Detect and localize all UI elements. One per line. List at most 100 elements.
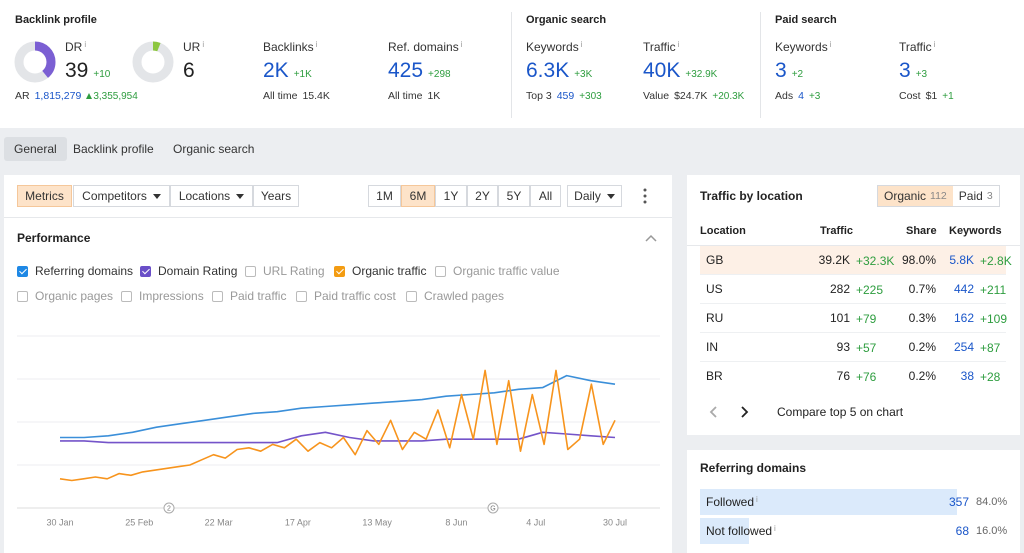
column-header: Location — [700, 225, 746, 237]
checkbox[interactable]: Crawled pages — [406, 289, 504, 303]
value: 39 — [65, 59, 89, 82]
check-icon — [142, 266, 150, 274]
label: Organic traffic value — [453, 264, 560, 278]
change: +298 — [428, 69, 451, 80]
checkbox[interactable]: Organic traffic value — [435, 264, 560, 278]
checkbox-box — [334, 265, 345, 277]
share: 0.7% — [908, 282, 936, 296]
label: Organic traffic — [352, 264, 427, 278]
checkbox[interactable]: Paid traffic — [212, 289, 286, 303]
more-icon[interactable] — [643, 188, 647, 204]
label: Keywords — [526, 40, 579, 54]
range-button[interactable]: 5Y — [498, 185, 530, 207]
divider — [4, 217, 672, 218]
range-button[interactable]: All — [530, 185, 561, 207]
label: Keywords — [775, 40, 828, 54]
checkbox[interactable]: Organic traffic — [334, 264, 426, 278]
metric-label: Keywords i — [775, 40, 831, 54]
location: RU — [706, 311, 724, 325]
x-tick-label: 13 May — [362, 517, 392, 527]
compare-link[interactable]: Compare top 5 on chart — [777, 405, 904, 419]
prev-icon[interactable] — [709, 406, 717, 418]
info-icon: i — [315, 40, 318, 49]
checkbox-box — [296, 290, 307, 302]
up-icon — [86, 93, 93, 99]
sub-label: Cost — [899, 90, 921, 102]
caret-icon — [606, 193, 615, 199]
label: Domain Rating — [158, 264, 238, 278]
label: Organic pages — [35, 289, 114, 303]
tab[interactable]: Backlink profile — [73, 142, 154, 156]
metric-value: 3 +2 — [775, 58, 803, 84]
checkbox[interactable]: Impressions — [121, 289, 204, 303]
change: +1K — [293, 69, 312, 80]
divider — [511, 12, 512, 118]
collapse-icon[interactable] — [645, 234, 657, 242]
checkbox-box — [406, 290, 417, 302]
view-button[interactable]: Competitors — [73, 185, 170, 207]
info-icon: i — [84, 40, 87, 49]
keywords: 5.8K — [949, 253, 974, 267]
label: Paid traffic cost — [314, 289, 396, 303]
metric-value: 39 +10 — [65, 58, 110, 84]
view-button[interactable]: Metrics — [17, 185, 72, 207]
sub-change: +3 — [808, 91, 821, 102]
tab[interactable]: Organic search — [173, 142, 255, 156]
next-icon[interactable] — [741, 406, 749, 418]
checkbox-box — [212, 290, 223, 302]
range-button[interactable]: 1M — [368, 185, 401, 207]
checkbox-box — [435, 265, 446, 277]
traffic: 282 — [829, 282, 850, 296]
label: All — [538, 189, 553, 203]
metric-sub: All time 1K — [388, 90, 440, 102]
label: Ref. domains — [388, 40, 459, 54]
annotation-marker — [163, 502, 175, 514]
value: 40K — [643, 59, 681, 82]
tab[interactable]: General — [4, 137, 67, 161]
checkbox[interactable]: URL Rating — [245, 264, 325, 278]
range-button[interactable]: 2Y — [467, 185, 498, 207]
gauge-arc — [14, 41, 56, 83]
metric-value: 2K +1K — [263, 58, 312, 84]
traffic: 93 — [836, 340, 850, 354]
traffic: 39.2K — [818, 253, 850, 267]
metric-label: Traffic i — [899, 40, 935, 54]
toggle-option[interactable]: Paid 3 — [953, 186, 999, 206]
section-title: Performance — [17, 231, 91, 245]
x-tick-label: 8 Jun — [445, 517, 467, 527]
label: Metrics — [25, 189, 64, 203]
toggle-option[interactable]: Organic 112 — [878, 186, 953, 206]
gauge-arc — [132, 41, 174, 83]
keywords-change: +87 — [980, 341, 1001, 355]
share-bar — [700, 489, 958, 515]
range-button[interactable]: 6M — [401, 185, 435, 207]
x-tick-label: 17 Apr — [285, 517, 311, 527]
view-button[interactable]: Locations — [170, 185, 253, 207]
info-icon: i — [933, 40, 936, 49]
divider — [700, 361, 1006, 362]
checkbox[interactable]: Domain Rating — [140, 264, 237, 278]
count: 357 — [948, 495, 969, 509]
sub-label: All time — [263, 90, 298, 102]
performance-panel — [4, 175, 672, 553]
metric-label: Ref. domains i — [388, 40, 462, 54]
change: +2 — [791, 69, 804, 80]
row-label: Not followed i — [706, 524, 776, 538]
checkbox-box — [17, 265, 28, 277]
keywords: 162 — [953, 311, 974, 325]
keywords-change: +211 — [980, 283, 1007, 297]
label: 6M — [409, 189, 427, 203]
traffic: 76 — [836, 369, 850, 383]
keywords-change: +28 — [980, 370, 1001, 384]
interval-dropdown[interactable]: Daily — [567, 185, 622, 207]
label: Traffic — [643, 40, 676, 54]
checkbox[interactable]: Paid traffic cost — [296, 289, 396, 303]
view-button[interactable]: Years — [253, 185, 299, 207]
checkbox[interactable]: Organic pages — [17, 289, 113, 303]
caret-icon — [236, 193, 245, 199]
keywords: 442 — [953, 282, 974, 296]
checkbox[interactable]: Referring domains — [17, 264, 133, 278]
range-button[interactable]: 1Y — [435, 185, 467, 207]
x-tick-label: 22 Mar — [205, 517, 233, 527]
